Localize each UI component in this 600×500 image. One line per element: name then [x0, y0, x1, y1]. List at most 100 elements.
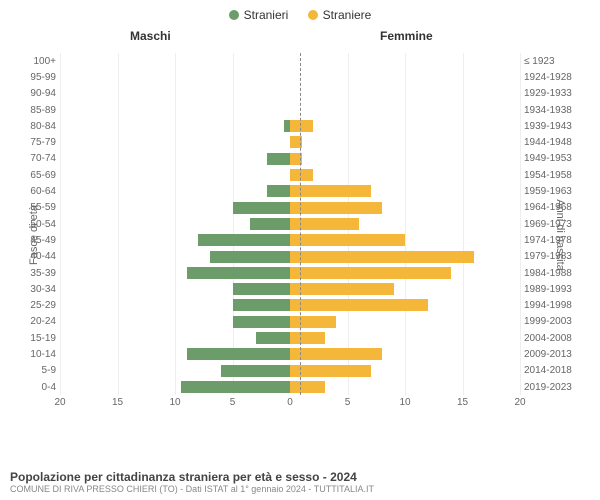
year-label: 1984-1988: [524, 268, 588, 279]
bar-male: [267, 153, 290, 165]
age-label: 80-84: [12, 121, 56, 132]
year-label: 1979-1983: [524, 251, 588, 262]
age-label: 75-79: [12, 137, 56, 148]
bar-male: [233, 283, 291, 295]
year-label: 2014-2018: [524, 365, 588, 376]
year-label: 1929-1933: [524, 88, 588, 99]
age-label: 10-14: [12, 349, 56, 360]
bar-female: [290, 185, 371, 197]
x-tick: 10: [399, 397, 410, 408]
plot-area: Fasce di età Anni di nascita 100+≤ 19239…: [0, 45, 600, 425]
legend-dot-male: [229, 10, 239, 20]
age-label: 45-49: [12, 235, 56, 246]
grid-line: [405, 53, 406, 395]
x-tick: 20: [514, 397, 525, 408]
legend-item-male: Stranieri: [229, 8, 289, 22]
bar-male: [198, 234, 290, 246]
age-label: 85-89: [12, 105, 56, 116]
year-label: 1974-1978: [524, 235, 588, 246]
x-axis: 201510505101520: [60, 397, 520, 411]
header-female: Femmine: [380, 29, 433, 43]
year-label: ≤ 1923: [524, 56, 588, 67]
bar-male: [250, 218, 290, 230]
bar-male: [233, 202, 291, 214]
bar-female: [290, 316, 336, 328]
bar-male: [233, 316, 291, 328]
year-label: 2009-2013: [524, 349, 588, 360]
bar-female: [290, 365, 371, 377]
age-label: 55-59: [12, 202, 56, 213]
bar-female: [290, 381, 325, 393]
age-label: 0-4: [12, 382, 56, 393]
bar-male: [187, 267, 291, 279]
grid-line: [233, 53, 234, 395]
bar-male: [233, 299, 291, 311]
year-label: 1939-1943: [524, 121, 588, 132]
year-label: 2004-2008: [524, 333, 588, 344]
age-label: 95-99: [12, 72, 56, 83]
column-headers: Maschi Femmine: [0, 29, 600, 45]
grid-line: [60, 53, 61, 395]
legend-label-female: Straniere: [323, 8, 372, 22]
age-label: 40-44: [12, 251, 56, 262]
year-label: 1954-1958: [524, 170, 588, 181]
legend-item-female: Straniere: [308, 8, 372, 22]
x-tick: 15: [112, 397, 123, 408]
age-label: 50-54: [12, 219, 56, 230]
year-label: 1924-1928: [524, 72, 588, 83]
year-label: 1999-2003: [524, 316, 588, 327]
chart-subtitle: COMUNE DI RIVA PRESSO CHIERI (TO) - Dati…: [10, 484, 374, 494]
bar-female: [290, 267, 451, 279]
legend-dot-female: [308, 10, 318, 20]
year-label: 1959-1963: [524, 186, 588, 197]
x-tick: 15: [457, 397, 468, 408]
bar-female: [290, 332, 325, 344]
x-tick: 20: [54, 397, 65, 408]
age-label: 20-24: [12, 316, 56, 327]
year-label: 1949-1953: [524, 153, 588, 164]
age-label: 70-74: [12, 153, 56, 164]
bar-male: [181, 381, 290, 393]
chart-title: Popolazione per cittadinanza straniera p…: [10, 470, 374, 484]
x-tick: 10: [169, 397, 180, 408]
legend: Stranieri Straniere: [0, 8, 600, 23]
x-tick: 0: [287, 397, 293, 408]
chart-footer: Popolazione per cittadinanza straniera p…: [10, 470, 374, 494]
bar-male: [267, 185, 290, 197]
age-label: 30-34: [12, 284, 56, 295]
bar-male: [221, 365, 290, 377]
bar-female: [290, 348, 382, 360]
year-label: 1934-1938: [524, 105, 588, 116]
year-label: 1944-1948: [524, 137, 588, 148]
year-label: 1994-1998: [524, 300, 588, 311]
year-label: 1964-1968: [524, 202, 588, 213]
grid-line: [118, 53, 119, 395]
grid-line: [520, 53, 521, 395]
center-line: [300, 53, 301, 395]
bar-female: [290, 234, 405, 246]
age-label: 15-19: [12, 333, 56, 344]
age-label: 35-39: [12, 268, 56, 279]
year-label: 1969-1973: [524, 219, 588, 230]
bar-female: [290, 283, 394, 295]
bar-male: [187, 348, 291, 360]
bar-male: [210, 251, 291, 263]
bar-female: [290, 251, 474, 263]
header-male: Maschi: [130, 29, 171, 43]
bar-male: [256, 332, 291, 344]
age-label: 65-69: [12, 170, 56, 181]
bar-female: [290, 120, 313, 132]
x-tick: 5: [230, 397, 236, 408]
year-label: 2019-2023: [524, 382, 588, 393]
age-label: 25-29: [12, 300, 56, 311]
age-label: 5-9: [12, 365, 56, 376]
age-label: 90-94: [12, 88, 56, 99]
age-label: 100+: [12, 56, 56, 67]
bar-female: [290, 299, 428, 311]
bar-female: [290, 202, 382, 214]
bar-female: [290, 169, 313, 181]
age-label: 60-64: [12, 186, 56, 197]
grid-line: [463, 53, 464, 395]
grid-line: [175, 53, 176, 395]
legend-label-male: Stranieri: [244, 8, 289, 22]
